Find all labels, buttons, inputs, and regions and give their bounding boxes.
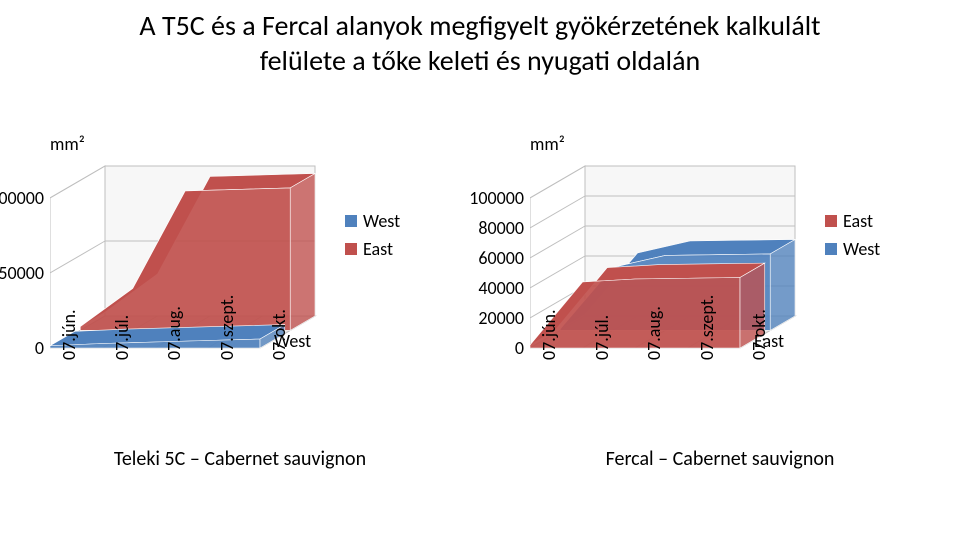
y-tick: 50000	[0, 262, 44, 284]
y-tick: 60000	[468, 247, 524, 269]
legend-swatch	[825, 215, 837, 227]
left-chart-block: mm² 05000010000007.jún.07.júl.07.aug.07.…	[50, 133, 430, 471]
depth-axis-label: East	[754, 330, 784, 352]
legend-label: East	[363, 238, 393, 260]
x-label: 07.jún.	[538, 309, 560, 360]
legend-item: West	[825, 238, 880, 260]
legend-item: East	[345, 238, 400, 260]
legend-item: West	[345, 210, 400, 232]
title-line2: felülete a tőke keleti és nyugati oldalá…	[260, 43, 700, 78]
left-caption: Teleki 5C – Cabernet sauvignon	[50, 447, 430, 471]
legend-swatch	[825, 243, 837, 255]
left-plot: 05000010000007.jún.07.júl.07.aug.07.szep…	[50, 157, 325, 349]
right-plot: 02000040000600008000010000007.jún.07.júl…	[530, 157, 805, 349]
y-tick: 100000	[468, 187, 524, 209]
legend: West East	[345, 210, 400, 266]
legend-swatch	[345, 215, 357, 227]
legend-swatch	[345, 243, 357, 255]
y-tick: 0	[468, 337, 524, 359]
y-tick: 40000	[468, 277, 524, 299]
right-unit: mm²	[530, 133, 910, 155]
x-label: 07.aug.	[163, 306, 185, 360]
x-label: 07.szept.	[696, 295, 718, 360]
right-chart-block: mm² 02000040000600008000010000007.jún.07…	[530, 133, 910, 471]
legend-label: East	[843, 210, 873, 232]
depth-axis-label: West	[274, 330, 311, 352]
legend-label: West	[363, 210, 400, 232]
legend-item: East	[825, 210, 880, 232]
x-label: 07.júl.	[111, 315, 133, 360]
x-label: 07.júl.	[591, 315, 613, 360]
right-caption: Fercal – Cabernet sauvignon	[530, 447, 910, 471]
legend-label: West	[843, 238, 880, 260]
x-label: 07.szept.	[216, 295, 238, 360]
x-label: 07.aug.	[643, 306, 665, 360]
y-tick: 0	[0, 337, 44, 359]
y-tick: 80000	[468, 217, 524, 239]
left-unit: mm²	[50, 133, 430, 155]
legend: East West	[825, 210, 880, 266]
y-tick: 100000	[0, 187, 44, 209]
y-tick: 20000	[468, 307, 524, 329]
x-label: 07.jún.	[58, 309, 80, 360]
title-line1: A T5C és a Fercal alanyok megfigyelt gyö…	[139, 8, 820, 43]
